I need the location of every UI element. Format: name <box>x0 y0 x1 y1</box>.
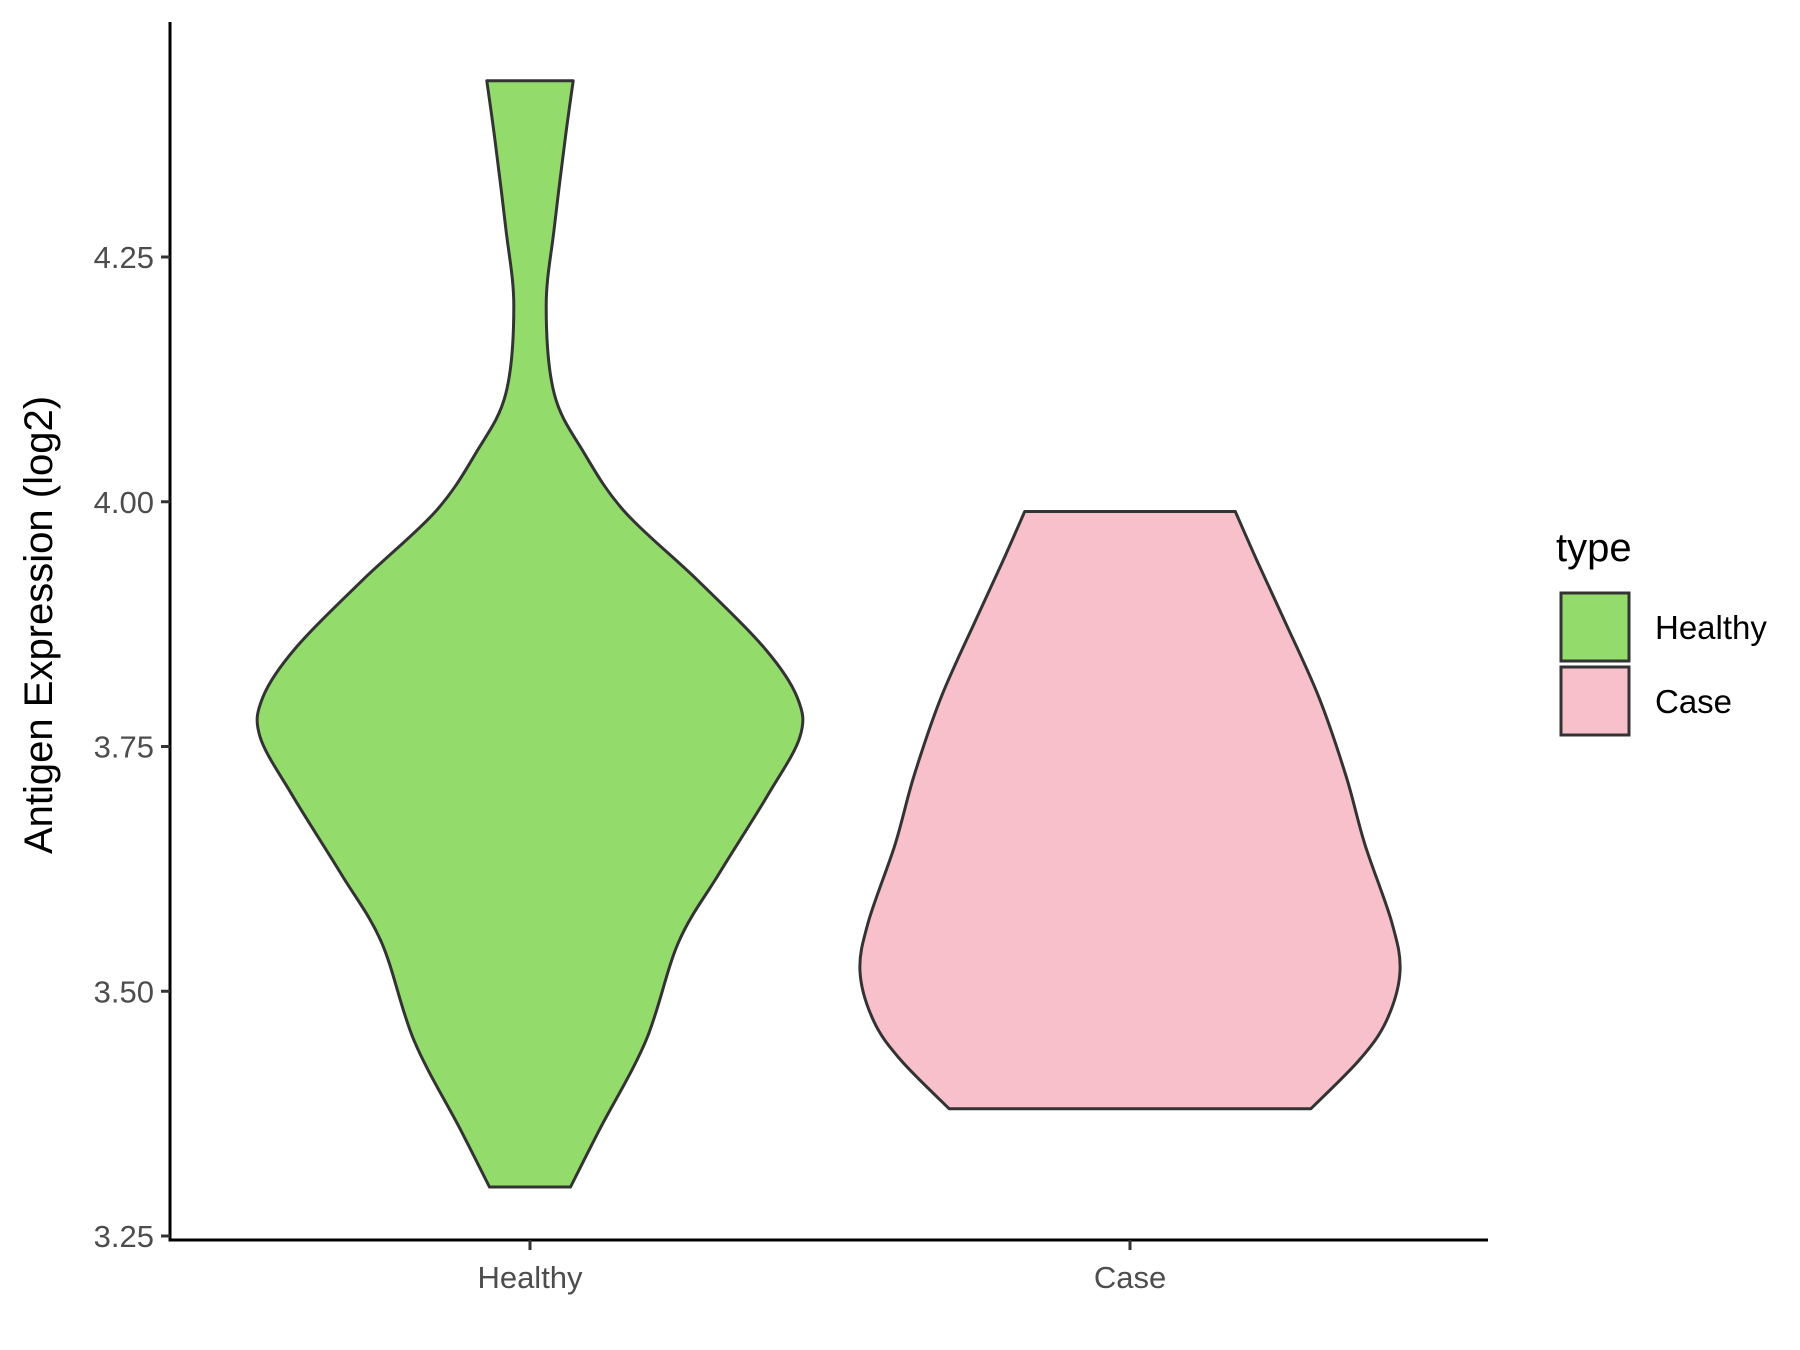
y-tick-label: 4.25 <box>94 240 154 275</box>
y-tick-label: 3.50 <box>94 974 154 1009</box>
violin-healthy <box>255 79 805 1189</box>
legend-key-case <box>1559 665 1631 737</box>
legend-key-healthy <box>1559 591 1631 663</box>
x-tick-label: Case <box>1094 1260 1166 1295</box>
y-axis-title: Antigen Expression (log2) <box>17 396 61 854</box>
y-tick-label: 3.75 <box>94 730 154 765</box>
x-tick-label: Healthy <box>477 1260 583 1295</box>
legend-title: type <box>1556 526 1632 570</box>
y-tick-label: 3.25 <box>94 1219 154 1254</box>
y-tick-label: 4.00 <box>94 485 154 520</box>
y-ticks: 3.25 3.50 3.75 4.00 4.25 <box>94 240 170 1254</box>
violin-case <box>858 510 1402 1111</box>
axes: 3.25 3.50 3.75 4.00 4.25 Healthy Case <box>94 22 1488 1295</box>
violin-layer <box>255 79 1402 1189</box>
legend-label-case: Case <box>1655 683 1732 720</box>
legend: type Healthy Case <box>1556 526 1767 737</box>
legend-label-healthy: Healthy <box>1655 609 1767 646</box>
x-ticks: Healthy Case <box>477 1240 1166 1295</box>
